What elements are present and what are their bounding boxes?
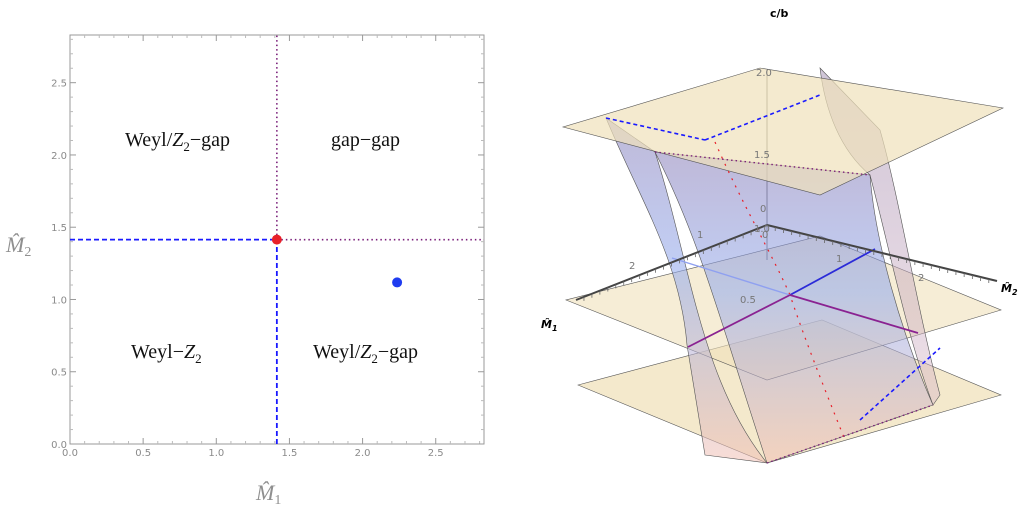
z-tick-1-5: 1.5 — [754, 150, 770, 161]
region-label-bottom-right: Weyl/Z2−gap — [313, 341, 418, 366]
region-label-top-right: gap−gap — [331, 129, 400, 151]
phase-points — [271, 234, 403, 288]
region-label-top-left: Weyl/Z2−gap — [125, 129, 230, 154]
phase-boundaries — [70, 35, 484, 444]
x-tick-label: 0.0 — [62, 448, 78, 459]
x-tick-label: 2.0 — [355, 448, 371, 459]
y-axis-label: M̂2 — [5, 232, 31, 260]
m2-axis-label: M̂2 — [1001, 282, 1018, 297]
z-tick-0-5: 0.5 — [740, 295, 756, 306]
m1-axis-blue-segment — [671, 257, 791, 296]
purple-line-b — [789, 294, 919, 334]
m2-tick-2: 2 — [918, 273, 924, 284]
y-tick-label: 0.5 — [51, 368, 67, 379]
y-tick-label: 1.0 — [51, 295, 67, 306]
m2-axis-blue-segment — [789, 248, 876, 296]
phase-diagram-3d: c/b 2.0 1.5 0 1.0 — [541, 7, 1018, 464]
sample-point — [392, 277, 403, 288]
m1-tick-1: 1 — [697, 230, 703, 241]
z-axis-title: c/b — [770, 7, 789, 20]
phase-diagram-2d: 0.0 0.5 1.0 1.5 2.0 2.5 0.0 0.5 1.0 1.5 2.0 2.5 We… — [5, 34, 485, 508]
x-tick-label: 2.5 — [428, 448, 444, 459]
x-axis-label: M̂1 — [255, 480, 281, 508]
m1-axis-label: M̂1 — [541, 318, 558, 333]
x-tick-label: 0.5 — [135, 448, 151, 459]
y-tick-label: 0.0 — [51, 440, 67, 451]
z-tick-1-0: 1.0 — [754, 224, 770, 235]
plane-top — [561, 67, 1004, 196]
x-tick-label: 1.5 — [281, 448, 297, 459]
y-tick-label: 2.5 — [51, 79, 67, 90]
m1-axis-ticks — [583, 228, 760, 301]
boundary-top-blue-a — [605, 117, 706, 141]
m1-tick-2: 2 — [629, 261, 635, 272]
m2-axis-ticks — [774, 227, 990, 283]
region-label-bottom-left: Weyl−Z2 — [131, 341, 202, 366]
critical-point — [271, 234, 282, 245]
x-tick-label: 1.0 — [208, 448, 224, 459]
purple-line-a — [687, 294, 791, 348]
boundary-bottom-blue — [859, 347, 941, 421]
m2-tick-1: 1 — [836, 254, 842, 265]
origin-label-m: 0 — [762, 230, 768, 241]
x-axis-ticks: 0.0 0.5 1.0 1.5 2.0 2.5 — [62, 35, 481, 459]
origin-label-z: 0 — [760, 204, 766, 215]
z-tick-2-0: 2.0 — [756, 68, 772, 79]
y-tick-label: 2.0 — [51, 151, 67, 162]
boundary-top-purple — [654, 151, 871, 176]
y-tick-label: 1.5 — [51, 223, 67, 234]
y-axis-ticks: 0.0 0.5 1.0 1.5 2.0 2.5 — [51, 38, 484, 451]
